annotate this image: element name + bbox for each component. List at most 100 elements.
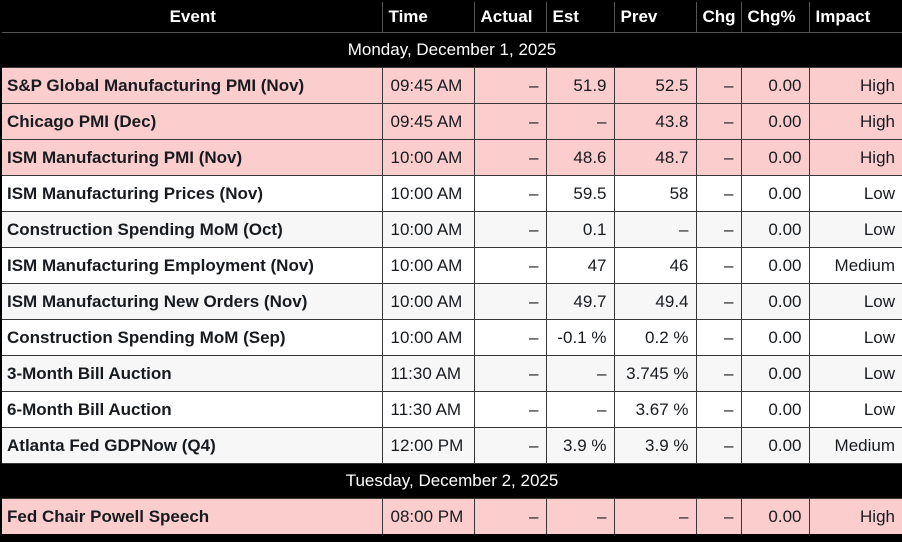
time-cell: 10:00 AM <box>381 283 475 320</box>
column-header-time: Time <box>381 0 475 33</box>
column-header-impact: Impact <box>808 0 902 33</box>
prev-cell: 52.5 <box>613 67 697 104</box>
event-cell: ISM Manufacturing Prices (Nov) <box>0 175 383 212</box>
column-header-chgpct: Chg% <box>740 0 810 33</box>
impact-cell: Medium <box>808 427 902 464</box>
chg-cell: – <box>695 139 742 176</box>
date-row: Monday, December 1, 2025 <box>1 32 902 68</box>
column-header-prev: Prev <box>613 0 697 33</box>
time-cell: 10:00 AM <box>381 139 475 176</box>
chg-pct-cell: 0.00 <box>740 103 810 140</box>
column-header-est: Est <box>545 0 615 33</box>
est-cell: 3.9 % <box>545 427 615 464</box>
event-row: Atlanta Fed GDPNow (Q4) 12:00 PM –3.9 % 3.9… <box>0 427 902 464</box>
prev-cell: 58 <box>613 175 697 212</box>
time-cell: 11:30 AM <box>381 355 475 392</box>
chg-pct-cell: 0.00 <box>740 283 810 320</box>
event-cell: Fed Chair Powell Speech <box>0 498 383 536</box>
actual-cell: – <box>473 427 547 464</box>
time-cell: 12:00 PM <box>381 427 475 464</box>
chg-pct-cell: 0.00 <box>740 175 810 212</box>
prev-cell: 0.2 % <box>613 319 697 356</box>
column-header-chg: Chg <box>695 0 742 33</box>
prev-cell: 3.67 % <box>613 391 697 428</box>
impact-cell: Low <box>808 211 902 248</box>
event-row: ISM Manufacturing New Orders (Nov) 10:00 … <box>0 283 902 320</box>
est-cell: 47 <box>545 247 615 284</box>
time-cell: 10:00 AM <box>381 319 475 356</box>
chg-cell: – <box>695 319 742 356</box>
impact-cell: High <box>808 139 902 176</box>
chg-cell: – <box>695 498 742 536</box>
est-cell: 49.7 <box>545 283 615 320</box>
impact-cell: Low <box>808 283 902 320</box>
chg-cell: – <box>695 247 742 284</box>
chg-pct-cell: 0.00 <box>740 67 810 104</box>
event-row: Construction Spending MoM (Sep) 10:00 AM –… <box>0 319 902 356</box>
impact-cell: High <box>808 67 902 104</box>
est-cell: 48.6 <box>545 139 615 176</box>
chg-pct-cell: 0.00 <box>740 498 810 536</box>
chg-cell: – <box>695 175 742 212</box>
event-cell: ISM Manufacturing Employment (Nov) <box>0 247 383 284</box>
event-row: ISM Manufacturing Employment (Nov) 10:00 … <box>0 247 902 284</box>
chg-cell: – <box>695 103 742 140</box>
actual-cell: – <box>473 247 547 284</box>
calendar-body: Monday, December 1, 2025 S&P Global Manuf… <box>0 32 902 536</box>
actual-cell: – <box>473 319 547 356</box>
actual-cell: – <box>473 391 547 428</box>
event-cell: S&P Global Manufacturing PMI (Nov) <box>0 67 383 104</box>
actual-cell: – <box>473 211 547 248</box>
event-row: ISM Manufacturing PMI (Nov) 10:00 AM – 48.6… <box>0 139 902 176</box>
impact-cell: Low <box>808 355 902 392</box>
event-cell: 6-Month Bill Auction <box>0 391 383 428</box>
est-cell: – <box>545 498 615 536</box>
time-cell: 09:45 AM <box>381 103 475 140</box>
time-cell: 10:00 AM <box>381 247 475 284</box>
actual-cell: – <box>473 175 547 212</box>
time-cell: 11:30 AM <box>381 391 475 428</box>
prev-cell: 43.8 <box>613 103 697 140</box>
impact-cell: Medium <box>808 247 902 284</box>
est-cell: 51.9 <box>545 67 615 104</box>
date-row: Tuesday, December 2, 2025 <box>1 463 902 499</box>
event-row: Fed Chair Powell Speech 08:00 PM – – – –0.00 H… <box>0 498 902 536</box>
prev-cell: 46 <box>613 247 697 284</box>
impact-cell: High <box>808 103 902 140</box>
chg-cell: – <box>695 355 742 392</box>
actual-cell: – <box>473 498 547 536</box>
est-cell: 0.1 <box>545 211 615 248</box>
event-cell: ISM Manufacturing PMI (Nov) <box>0 139 383 176</box>
event-cell: Atlanta Fed GDPNow (Q4) <box>0 427 383 464</box>
chg-pct-cell: 0.00 <box>740 247 810 284</box>
date-label: Monday, December 1, 2025 <box>1 32 902 68</box>
column-header-event: Event <box>0 0 383 33</box>
chg-cell: – <box>695 283 742 320</box>
est-cell: – <box>545 103 615 140</box>
chg-cell: – <box>695 211 742 248</box>
event-row: S&P Global Manufacturing PMI (Nov) 09:45 … <box>0 67 902 104</box>
column-header-actual: Actual <box>473 0 547 33</box>
date-label: Tuesday, December 2, 2025 <box>1 463 902 499</box>
time-cell: 10:00 AM <box>381 175 475 212</box>
chg-cell: – <box>695 67 742 104</box>
chg-pct-cell: 0.00 <box>740 427 810 464</box>
est-cell: 59.5 <box>545 175 615 212</box>
chg-cell: – <box>695 391 742 428</box>
chg-pct-cell: 0.00 <box>740 391 810 428</box>
actual-cell: – <box>473 103 547 140</box>
chg-cell: – <box>695 427 742 464</box>
event-cell: 3-Month Bill Auction <box>0 355 383 392</box>
time-cell: 08:00 PM <box>381 498 475 536</box>
chg-pct-cell: 0.00 <box>740 139 810 176</box>
prev-cell: 49.4 <box>613 283 697 320</box>
impact-cell: Low <box>808 175 902 212</box>
impact-cell: Low <box>808 319 902 356</box>
time-cell: 10:00 AM <box>381 211 475 248</box>
event-row: 3-Month Bill Auction 11:30 AM – –3.745 % –0.… <box>0 355 902 392</box>
event-row: Construction Spending MoM (Oct) 10:00 AM –… <box>0 211 902 248</box>
est-cell: – <box>545 391 615 428</box>
event-row: ISM Manufacturing Prices (Nov) 10:00 AM –5… <box>0 175 902 212</box>
event-cell: Construction Spending MoM (Oct) <box>0 211 383 248</box>
